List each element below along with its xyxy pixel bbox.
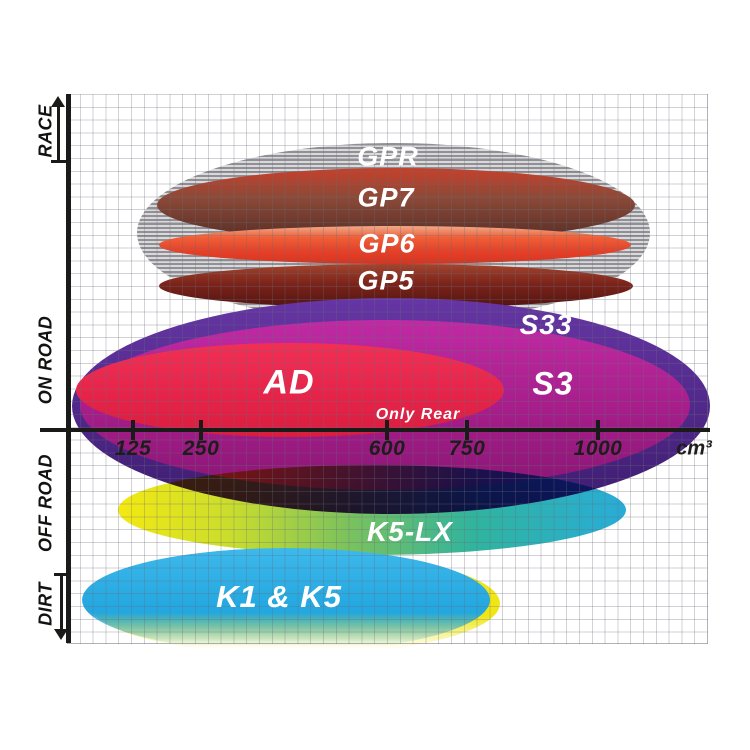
arrow-shaft: [60, 575, 63, 630]
x-axis-unit-label: cm³: [676, 437, 712, 460]
x-tick-750: [465, 420, 469, 440]
arrow-up-icon: [51, 96, 65, 107]
x-tick-label-600: 600: [368, 437, 406, 460]
x-tick-label-1000: 1000: [573, 437, 623, 460]
x-tick-label-750: 750: [448, 437, 486, 460]
arrow-cap: [54, 573, 69, 576]
ellipse-k5-lx: [118, 465, 626, 555]
ellipse-gp6: [159, 226, 631, 264]
y-category-race: RACE: [35, 104, 56, 158]
x-tick-600: [385, 420, 389, 440]
x-axis-line: [40, 428, 710, 432]
ellipse-ad: [76, 343, 504, 437]
arrow-down-icon: [54, 629, 68, 640]
x-tick-label-250: 250: [182, 437, 220, 460]
x-tick-125: [131, 420, 135, 440]
y-category-off-road: OFF ROAD: [35, 454, 56, 552]
x-tick-250: [199, 420, 203, 440]
x-tick-label-125: 125: [114, 437, 152, 460]
ellipse-k1-k5: [82, 548, 490, 652]
y-category-dirt: DIRT: [35, 582, 56, 626]
y-category-on-road: ON ROAD: [35, 315, 56, 405]
y-axis-line: [66, 94, 71, 643]
arrow-shaft: [57, 105, 60, 162]
x-tick-1000: [596, 420, 600, 440]
